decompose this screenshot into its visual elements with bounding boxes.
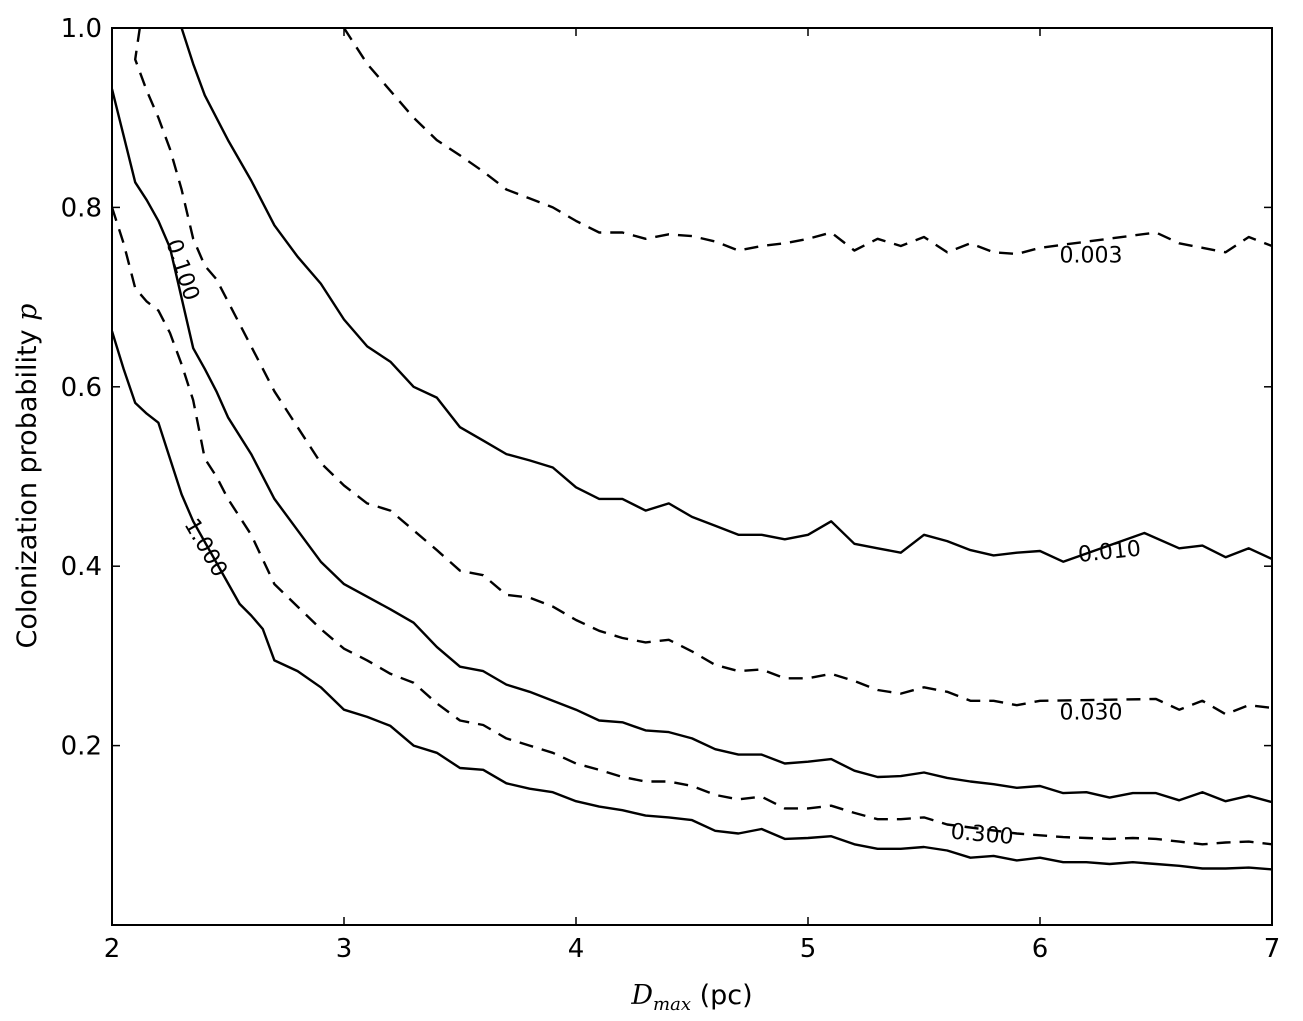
contour-label-1-000: 1.000 <box>179 514 232 581</box>
x-axis-ticks: 2 3 4 5 6 7 <box>104 28 1281 964</box>
x-axis-subscript: max <box>653 994 691 1015</box>
y-axis-label: Colonization probability p <box>12 304 43 649</box>
plot-frame <box>111 27 1273 926</box>
y-axis-text: Colonization probability <box>12 321 43 649</box>
y-axis-ticks: 0.2 0.4 0.6 0.8 1.0 <box>61 14 1272 762</box>
x-tick-label: 3 <box>336 934 353 964</box>
x-axis-label: Dmax (pc) <box>630 980 752 1015</box>
contour-line-0-300 <box>112 207 1272 846</box>
x-axis-symbol: D <box>630 980 653 1011</box>
x-tick-label: 5 <box>800 934 817 964</box>
contour-lines <box>112 28 1272 871</box>
contour-line-0-100 <box>112 88 1272 804</box>
contour-label-0-100: 0.100 <box>160 236 203 304</box>
contour-label-0-010: 0.010 <box>1077 537 1142 568</box>
contour-label-0-003: 0.003 <box>1060 244 1123 269</box>
contour-line-0-030 <box>133 28 1272 716</box>
x-tick-label: 6 <box>1032 934 1049 964</box>
x-axis-unit: (pc) <box>691 980 753 1011</box>
y-tick-label: 0.4 <box>61 552 102 582</box>
y-axis-symbol: p <box>12 304 43 321</box>
x-tick-label: 4 <box>568 934 585 964</box>
y-tick-label: 0.2 <box>61 732 102 762</box>
contour-label-0-300: 0.300 <box>950 820 1015 850</box>
contour-line-0-003 <box>342 28 1272 256</box>
contour-label-0-030: 0.030 <box>1060 700 1123 725</box>
contour-line-0-010 <box>180 28 1272 563</box>
x-tick-label: 2 <box>104 934 121 964</box>
y-tick-label: 0.8 <box>61 193 102 223</box>
x-tick-label: 7 <box>1264 934 1281 964</box>
y-tick-label: 0.6 <box>61 373 102 403</box>
contour-line-1-000 <box>112 330 1272 871</box>
y-tick-label: 1.0 <box>61 14 102 44</box>
plot-area: 0.003 0.010 0.030 0.100 0.300 1.000 <box>111 27 1273 926</box>
